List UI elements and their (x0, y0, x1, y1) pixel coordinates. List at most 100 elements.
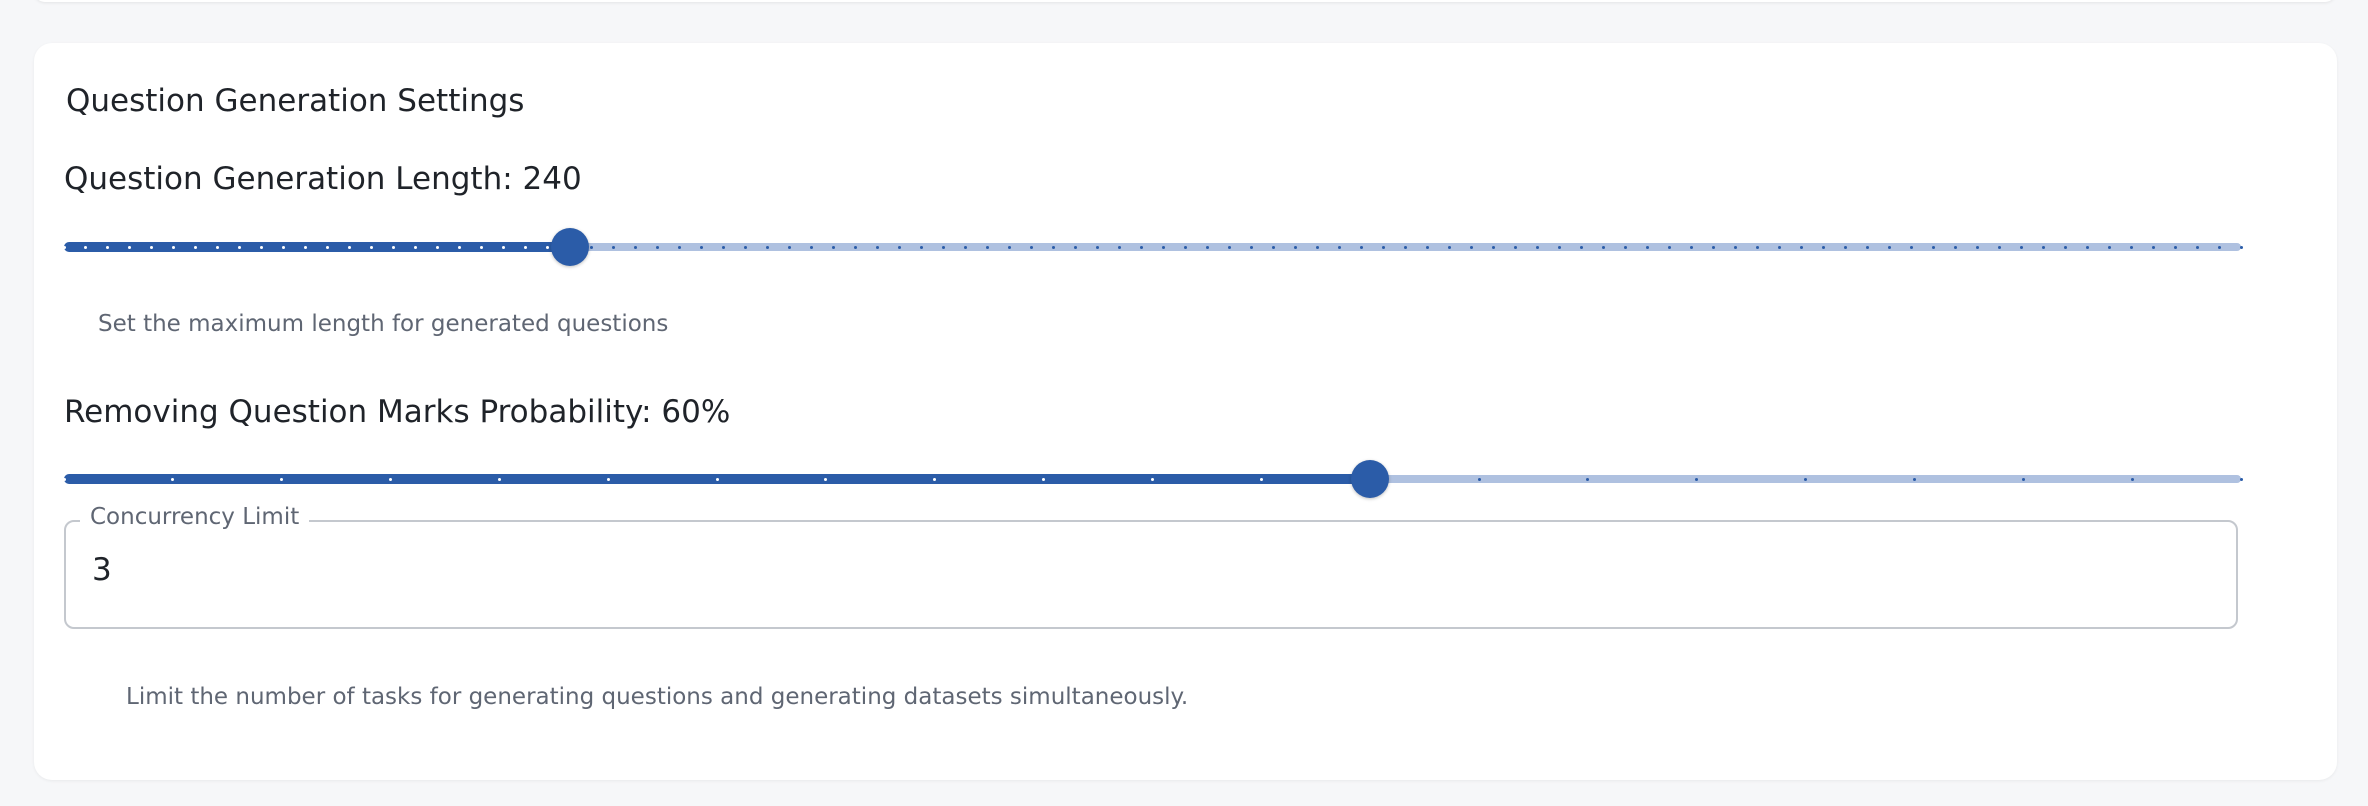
slider-mark (348, 245, 352, 249)
slider-mark (1557, 245, 1561, 249)
concurrency-limit-helper: Limit the number of tasks for generating… (126, 684, 1189, 710)
slider-mark (1249, 245, 1253, 249)
concurrency-limit-input[interactable] (92, 552, 2192, 588)
slider-mark (933, 477, 937, 481)
slider-mark (1118, 245, 1121, 249)
slider-mark (1074, 245, 1078, 249)
slider-mark (744, 245, 748, 249)
question-length-helper: Set the maximum length for generated que… (98, 311, 669, 337)
slider-mark (824, 477, 828, 481)
slider-mark (480, 245, 484, 249)
slider-mark (1667, 245, 1671, 249)
question-length-label: Question Generation Length: 240 (64, 161, 582, 197)
slider-mark (2107, 245, 2111, 249)
concurrency-limit-field[interactable]: Concurrency Limit (64, 504, 2238, 629)
slider-mark (1096, 245, 1100, 249)
question-generation-settings-card: Question Generation Settings (34, 43, 2337, 780)
slider-mark (1151, 477, 1154, 481)
question-mark-probability-slider[interactable] (62, 459, 2243, 499)
slider-mark (238, 245, 242, 249)
slider-mark (1477, 477, 1481, 481)
slider-mark (2085, 245, 2089, 249)
slider-mark (700, 245, 704, 249)
slider-mark (1161, 245, 1165, 249)
slider-track (64, 242, 570, 252)
slider-mark (546, 245, 550, 249)
slider-mark (84, 245, 88, 249)
slider-mark (1425, 245, 1429, 249)
slider-mark (1821, 245, 1825, 249)
slider-mark (436, 245, 440, 249)
section-title: Question Generation Settings (66, 83, 525, 119)
slider-mark (1804, 477, 1808, 481)
slider-mark (854, 245, 858, 249)
concurrency-limit-legend: Concurrency Limit (80, 504, 310, 530)
slider-mark (524, 245, 528, 249)
slider-mark (1183, 245, 1187, 249)
slider-mark (392, 245, 396, 249)
slider-mark (1030, 245, 1034, 249)
slider-mark (606, 477, 610, 481)
slider-mark (898, 245, 902, 249)
slider-mark (1695, 477, 1699, 481)
slider-mark (1491, 245, 1495, 249)
slider-rail (64, 243, 2241, 251)
slider-mark (1052, 245, 1056, 249)
slider-mark (1755, 245, 1759, 249)
slider-mark (370, 245, 374, 249)
slider-thumb[interactable] (1351, 460, 1390, 498)
slider-mark (282, 245, 286, 249)
slider-mark (722, 245, 726, 249)
slider-mark (1912, 477, 1916, 481)
question-length-slider[interactable] (62, 227, 2243, 267)
slider-mark (942, 245, 946, 249)
slider-mark (194, 245, 198, 249)
slider-mark (1623, 245, 1627, 249)
slider-mark (2021, 477, 2025, 481)
slider-mark (1259, 477, 1263, 481)
slider-mark (62, 477, 66, 481)
slider-mark (876, 245, 880, 249)
slider-mark (612, 245, 616, 249)
slider-mark (788, 245, 792, 249)
slider-thumb[interactable] (550, 228, 589, 266)
slider-mark (304, 245, 308, 249)
slider-mark (1447, 245, 1451, 249)
slider-mark (1799, 245, 1803, 249)
slider-mark (1315, 245, 1319, 249)
slider-mark (832, 245, 836, 249)
slider-mark (590, 245, 594, 249)
slider-mark (128, 245, 132, 249)
slider-mark (986, 245, 990, 249)
slider-mark (1042, 477, 1046, 481)
slider-mark (1997, 245, 2001, 249)
slider-mark (1359, 245, 1363, 249)
slider-mark (2151, 245, 2155, 249)
slider-mark (1865, 245, 1869, 249)
slider-mark (497, 477, 501, 481)
slider-mark (1140, 245, 1143, 249)
slider-mark (1975, 245, 1979, 249)
slider-mark (458, 245, 462, 249)
slider-mark (1711, 245, 1715, 249)
slider-mark (1293, 245, 1297, 249)
slider-mark (634, 245, 638, 249)
slider-mark (964, 245, 968, 249)
slider-mark (1271, 245, 1275, 249)
slider-mark (2041, 245, 2045, 249)
slider-mark (150, 245, 154, 249)
slider-mark (1645, 245, 1649, 249)
slider-mark (2129, 245, 2133, 249)
slider-mark (715, 477, 719, 481)
slider-mark (1931, 245, 1935, 249)
slider-mark (1227, 245, 1231, 249)
slider-mark (1513, 245, 1517, 249)
slider-mark (389, 477, 393, 481)
slider-mark (2239, 477, 2243, 481)
slider-mark (326, 245, 330, 249)
slider-mark (1579, 245, 1583, 249)
slider-mark (216, 245, 220, 249)
slider-mark (1403, 245, 1407, 249)
slider-mark (1689, 245, 1693, 249)
slider-mark (2130, 477, 2134, 481)
